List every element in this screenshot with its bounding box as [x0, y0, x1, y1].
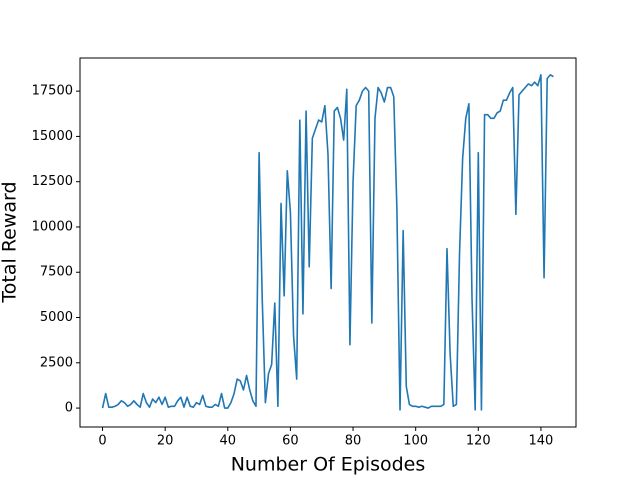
x-tick-label: 140 — [529, 434, 554, 449]
x-tick-label: 20 — [157, 434, 174, 449]
y-tick-label: 10000 — [32, 219, 73, 234]
y-tick-label: 15000 — [32, 129, 73, 144]
x-tick-label: 100 — [403, 434, 428, 449]
axes-frame — [79, 57, 577, 428]
x-tick-label: 60 — [282, 434, 299, 449]
y-tick-label: 7500 — [40, 265, 73, 280]
x-tick-label: 80 — [345, 434, 362, 449]
x-tick-label: 40 — [220, 434, 237, 449]
x-tick-label: 120 — [466, 434, 491, 449]
x-axis-label: Number Of Episodes — [231, 454, 426, 476]
x-tick-label: 0 — [98, 434, 106, 449]
line-series — [101, 74, 554, 411]
y-tick-label: 2500 — [40, 355, 73, 370]
y-tick-label: 5000 — [40, 310, 73, 325]
y-tick-label: 12500 — [32, 174, 73, 189]
y-axis-label: Total Reward — [0, 181, 21, 303]
y-tick-label: 0 — [65, 401, 73, 416]
y-tick-label: 17500 — [32, 84, 73, 99]
